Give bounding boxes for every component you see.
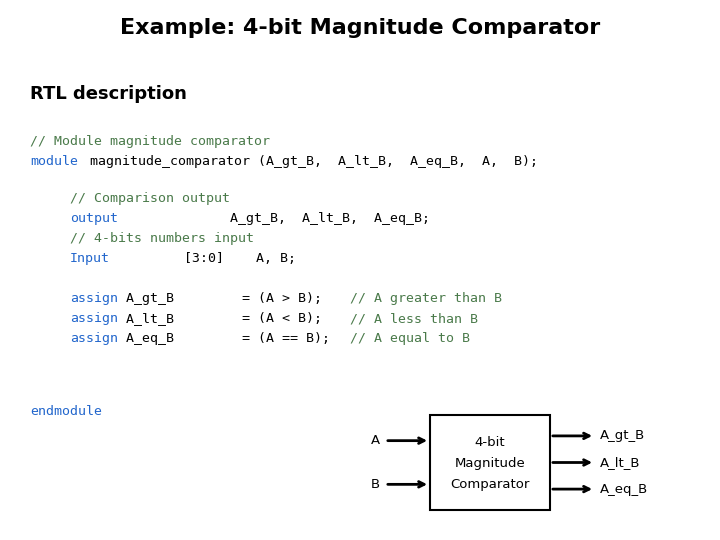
Text: 4-bit: 4-bit — [474, 436, 505, 449]
Text: A_eq_B: A_eq_B — [600, 483, 648, 496]
Text: magnitude_comparator (A_gt_B,  A_lt_B,  A_eq_B,  A,  B);: magnitude_comparator (A_gt_B, A_lt_B, A_… — [82, 155, 538, 168]
Text: = (A < B);: = (A < B); — [210, 312, 322, 325]
Text: // Comparison output: // Comparison output — [70, 192, 230, 205]
Text: [3:0]    A, B;: [3:0] A, B; — [112, 252, 296, 265]
Text: A_gt_B,  A_lt_B,  A_eq_B;: A_gt_B, A_lt_B, A_eq_B; — [118, 212, 430, 225]
Text: A_eq_B: A_eq_B — [118, 332, 174, 345]
Text: = (A == B);: = (A == B); — [210, 332, 330, 345]
Text: assign: assign — [70, 312, 118, 325]
Text: A_gt_B: A_gt_B — [600, 429, 645, 442]
Text: A: A — [371, 434, 380, 447]
Text: // Module magnitude comparator: // Module magnitude comparator — [30, 135, 270, 148]
Text: endmodule: endmodule — [30, 405, 102, 418]
Text: // A greater than B: // A greater than B — [350, 292, 502, 305]
Bar — [430, 415, 550, 510]
Text: A_gt_B: A_gt_B — [118, 292, 174, 305]
Text: assign: assign — [70, 332, 118, 345]
Text: Example: 4-bit Magnitude Comparator: Example: 4-bit Magnitude Comparator — [120, 18, 600, 38]
Text: Comparator: Comparator — [450, 478, 530, 491]
Text: RTL description: RTL description — [30, 85, 187, 103]
Text: A_lt_B: A_lt_B — [118, 312, 174, 325]
Text: assign: assign — [70, 292, 118, 305]
Text: A_lt_B: A_lt_B — [600, 456, 641, 469]
Text: B: B — [371, 478, 380, 491]
Text: = (A > B);: = (A > B); — [210, 292, 322, 305]
Text: Magnitude: Magnitude — [454, 457, 526, 470]
Text: // A equal to B: // A equal to B — [350, 332, 470, 345]
Text: // 4-bits numbers input: // 4-bits numbers input — [70, 232, 254, 245]
Text: output: output — [70, 212, 118, 225]
Text: Input: Input — [70, 252, 110, 265]
Text: module: module — [30, 155, 78, 168]
Text: // A less than B: // A less than B — [350, 312, 478, 325]
